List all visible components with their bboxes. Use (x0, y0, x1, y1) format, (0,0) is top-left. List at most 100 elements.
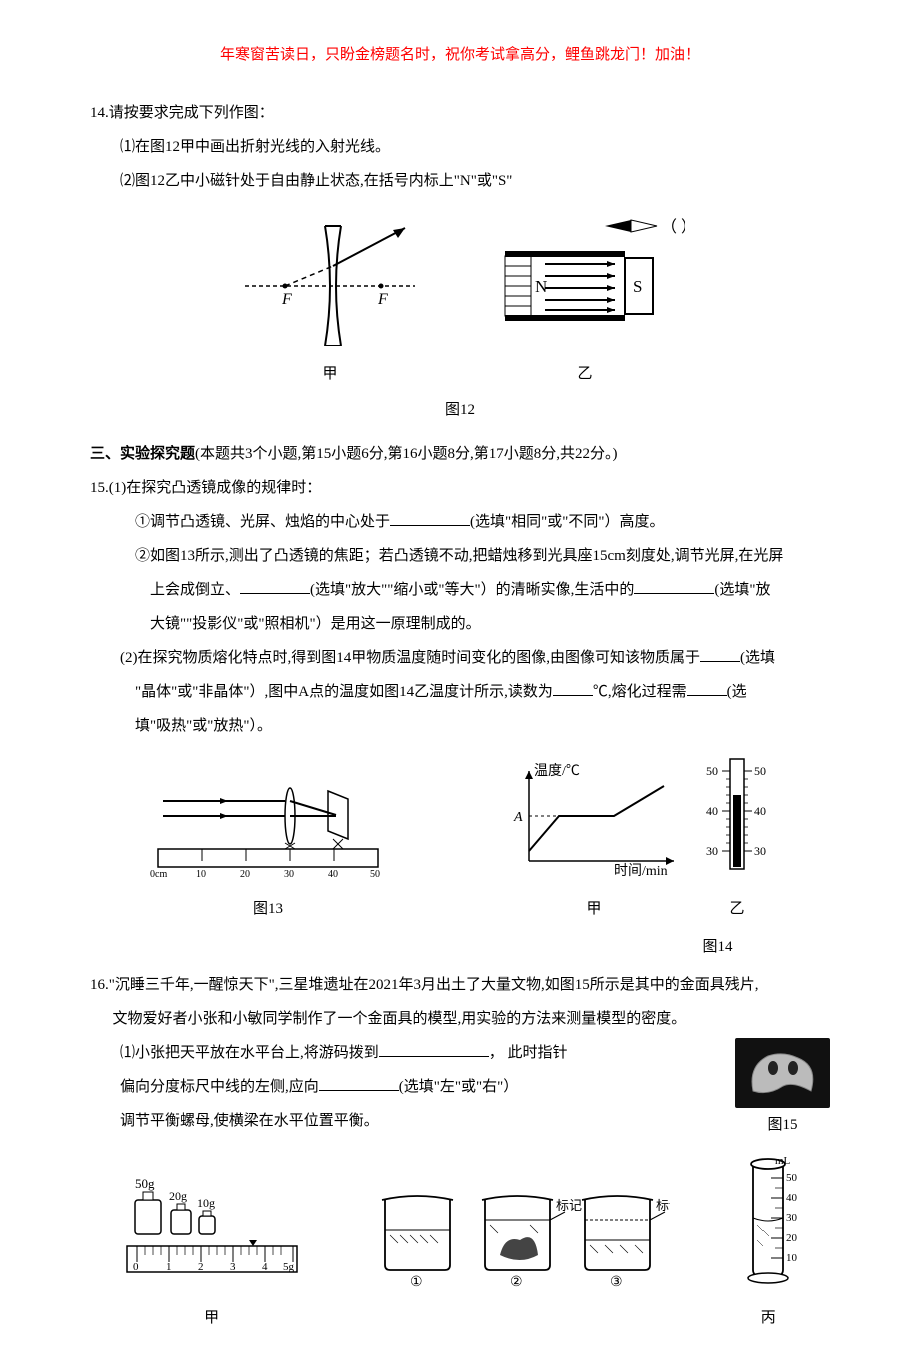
w20: 20g (169, 1189, 187, 1203)
page-header-motto: 年寒窗苦读日，只盼金榜题名时，祝你考试拿高分，鲤鱼跳龙门！加油！ (90, 40, 830, 70)
r0: 0 (133, 1261, 139, 1273)
t3: 30 (284, 869, 294, 880)
t0: 0cm (150, 869, 167, 880)
fig14-yi-svg: 50 50 40 40 30 30 (702, 751, 772, 881)
mark2: 标记 (656, 1198, 670, 1213)
q15-2: (2)在探究物质熔化特点时,得到图14甲物质温度随时间变化的图像,由图像可知该物… (90, 643, 830, 673)
fig14-xlab: 时间/min (614, 863, 668, 879)
t4: 40 (328, 869, 338, 880)
c2: ② (510, 1275, 523, 1290)
q15-1b-line2: 上会成倒立、 (选填"放大""缩小或"等大"）的清晰实像,生活中的 (选填"放 (90, 575, 830, 605)
q15-1a-pre: ①调节凸透镜、光屏、烛焰的中心处于 (135, 514, 390, 530)
fig15-photo-wrap: 图15 (735, 1038, 830, 1140)
cy50: 50 (786, 1172, 798, 1184)
cy10: 10 (786, 1252, 798, 1264)
t2: 20 (240, 869, 250, 880)
q15-2-l2a: "晶体"或"非晶体"）,图中A点的温度如图14乙温度计所示,读数为 (135, 684, 553, 700)
q15-1a: ①调节凸透镜、光屏、烛焰的中心处于 (选填"相同"或"不同"）高度。 (90, 507, 830, 537)
blank (390, 511, 470, 526)
c3: ③ (610, 1275, 623, 1290)
th40r: 40 (754, 804, 766, 818)
th50r: 50 (754, 764, 766, 778)
fig12-row: F F 甲 N S (90, 206, 830, 389)
q15-1: 15.(1)在探究凸透镜成像的规律时： (90, 473, 830, 503)
q15-1b-line3: 大镜""投影仪"或"照相机"）是用这一原理制成的。 (90, 609, 830, 639)
fig12-F-left: F (281, 291, 292, 308)
q16-stem-b: 文物爱好者小张和小敏同学制作了一个金面具的模型,用实验的方法来测量模型的密度。 (90, 1004, 830, 1034)
r5: 5g (283, 1261, 295, 1273)
fig12-F-right: F (377, 291, 388, 308)
th30l: 30 (706, 844, 718, 858)
q16-1a: ⑴小张把天平放在水平台上,将游码拨到 ， 此时指针 (90, 1038, 830, 1068)
fig16-row: 50g 20g 10g (90, 1150, 830, 1333)
fig13-svg: 0cm 10 20 30 40 50 (148, 771, 388, 881)
fig12-jia: F F (235, 206, 425, 346)
fig14-yi-label: 乙 (702, 894, 772, 924)
q15-1b-pre: ②如图13所示,测出了凸透镜的焦距；若凸透镜不动,把蜡烛移到光具座15cm刻度处… (135, 548, 783, 564)
q14-stem: 14.请按要求完成下列作图： (90, 98, 830, 128)
q16-1c: 偏向分度标尺中线的左侧,应向 (选填"左"或"右"） (90, 1072, 830, 1102)
q15-2-line3: 填"吸热"或"放热"）。 (90, 711, 830, 741)
q15-1b-mid1: 上会成倒立、 (150, 582, 240, 598)
blank (687, 681, 727, 696)
fig13-caption: 图13 (148, 894, 388, 924)
fig12-yi: N S （ ） (485, 206, 685, 346)
cyl-unit: mL (775, 1155, 791, 1167)
cy30: 30 (786, 1212, 798, 1224)
fig16-yi-svg: ① 标记 ② 标记 (370, 1170, 670, 1290)
q15-2-l2b: ℃,熔化过程需 (593, 684, 687, 700)
cy40: 40 (786, 1192, 798, 1204)
q15-2-pre: (2)在探究物质熔化特点时,得到图14甲物质温度随时间变化的图像,由图像可知该物… (120, 650, 700, 666)
q16-1b-t: ， 此时指针 (489, 1045, 568, 1061)
mark1: 标记 (556, 1198, 582, 1213)
q15-2-post: (选填 (740, 650, 775, 666)
section3-rest: (本题共3个小题,第15小题6分,第16小题8分,第17小题8分,共22分。) (195, 446, 618, 462)
fig16-jia-label: 甲 (117, 1303, 307, 1333)
q14-sub2: ⑵图12乙中小磁针处于自由静止状态,在括号内标上"N"或"S" (90, 166, 830, 196)
r2: 2 (198, 1261, 204, 1273)
fig12-caption: 图12 (90, 395, 830, 425)
q15-2-line2: "晶体"或"非晶体"）,图中A点的温度如图14乙温度计所示,读数为 ℃,熔化过程需… (90, 677, 830, 707)
cy20: 20 (786, 1232, 798, 1244)
t1: 10 (196, 869, 206, 880)
fig12-paren: （ ） (661, 218, 685, 236)
fig12-N: N (535, 277, 547, 296)
q15-1b: ②如图13所示,测出了凸透镜的焦距；若凸透镜不动,把蜡烛移到光具座15cm刻度处… (90, 541, 830, 571)
r1: 1 (166, 1261, 172, 1273)
th50l: 50 (706, 764, 718, 778)
q15-2-l2c: (选 (727, 684, 747, 700)
th40l: 40 (706, 804, 718, 818)
fig12-yi-label: 乙 (485, 359, 685, 389)
fig14-jia-svg: 温度/℃ 时间/min A (504, 761, 684, 881)
fig14-caption: 图14 (702, 932, 732, 962)
w50: 50g (135, 1176, 155, 1191)
fig12-S: S (633, 277, 642, 296)
th30r: 30 (754, 844, 766, 858)
fig16-bing-label: 丙 (733, 1303, 803, 1333)
section3-title: 三、实验探究题(本题共3个小题,第15小题6分,第16小题8分,第17小题8分,… (90, 439, 830, 469)
fig16-bing-svg: mL 50 40 30 20 10 (733, 1150, 803, 1290)
t5: 50 (370, 869, 380, 880)
q16-1d-t: (选填"左"或"右"） (399, 1079, 519, 1095)
q16-1a-t: ⑴小张把天平放在水平台上,将游码拨到 (120, 1045, 379, 1061)
w10: 10g (197, 1196, 215, 1210)
blank (700, 647, 740, 662)
q16-stem-a: 16."沉睡三千年,一醒惊天下",三星堆遗址在2021年3月出土了大量文物,如图… (90, 970, 830, 1000)
q16-1e: 调节平衡螺母,使横梁在水平位置平衡。 (90, 1106, 830, 1136)
blank (240, 579, 310, 594)
fig14-jia-label: 甲 (504, 894, 684, 924)
fig16-jia-svg: 50g 20g 10g (117, 1170, 307, 1290)
fig15-photo (735, 1038, 830, 1108)
blank (379, 1042, 489, 1057)
q15-1b-post: (选填"放 (714, 582, 770, 598)
blank (634, 579, 714, 594)
fig15-caption: 图15 (735, 1110, 830, 1140)
blank (553, 681, 593, 696)
q15-1a-post: (选填"相同"或"不同"）高度。 (470, 514, 665, 530)
q16-1c-t: 偏向分度标尺中线的左侧,应向 (120, 1079, 319, 1095)
fig12-jia-label: 甲 (235, 359, 425, 389)
fig14-ylab: 温度/℃ (534, 763, 580, 779)
q15-1b-mid2: (选填"放大""缩小或"等大"）的清晰实像,生活中的 (310, 582, 634, 598)
blank (319, 1076, 399, 1091)
r4: 4 (262, 1261, 268, 1273)
